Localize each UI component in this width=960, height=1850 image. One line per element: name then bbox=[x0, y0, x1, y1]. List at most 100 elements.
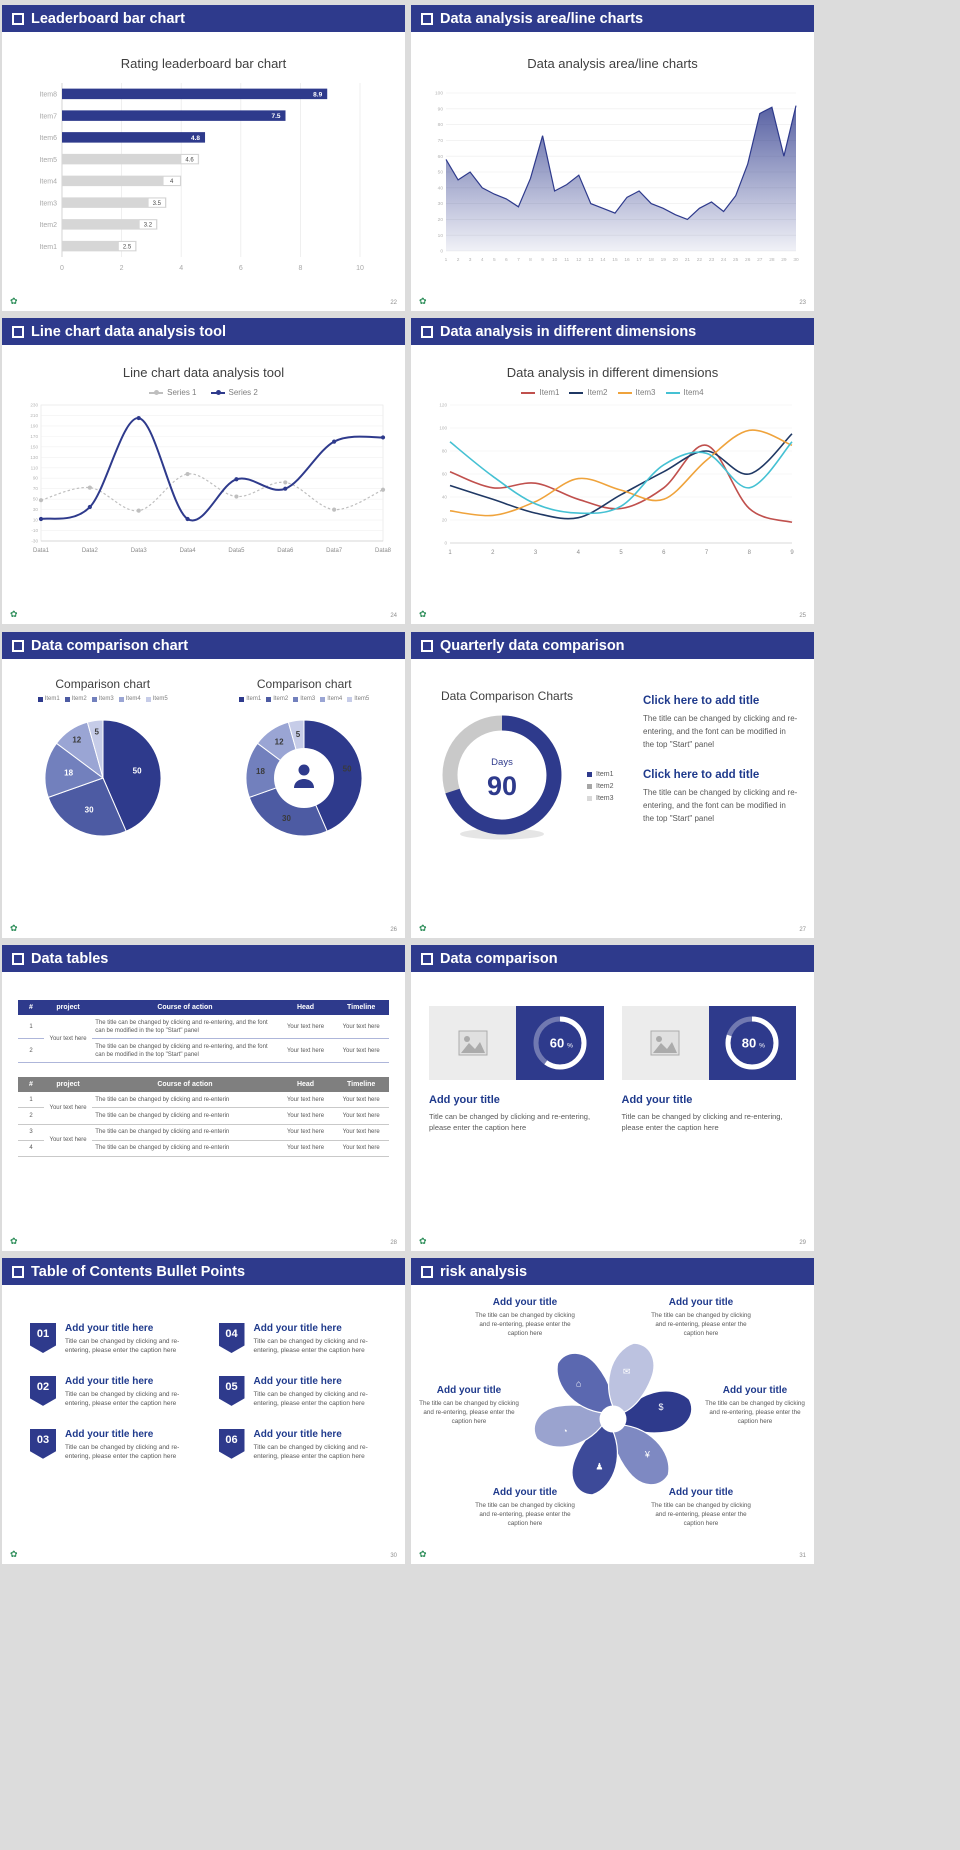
chart-title: Data Comparison Charts bbox=[440, 689, 574, 703]
chart-legend: Item1 Item2 Item3 Item4 bbox=[411, 388, 814, 397]
slide-quarterly-comparison[interactable]: Quarterly data comparison Data Compariso… bbox=[411, 632, 814, 938]
series1-marker-icon bbox=[149, 390, 164, 395]
svg-text:20: 20 bbox=[672, 257, 678, 263]
svg-text:8.9: 8.9 bbox=[313, 91, 322, 98]
svg-text:Item2: Item2 bbox=[39, 222, 57, 229]
svg-text:80: 80 bbox=[742, 1036, 756, 1051]
progress-ring-80: 80% bbox=[725, 1016, 779, 1070]
svg-text:2: 2 bbox=[456, 257, 459, 263]
column-header: project bbox=[43, 1000, 93, 1015]
pinwheel-diagram: $ ¥ ♟ ◔ ⌂ ✉ bbox=[533, 1342, 693, 1496]
svg-text:90: 90 bbox=[437, 106, 443, 112]
brand-logo-icon: ✿ bbox=[10, 1236, 18, 1246]
slide-data-comparison-cards[interactable]: Data comparison 60% Add your t bbox=[411, 945, 814, 1251]
slide-data-tables[interactable]: Data tables # project Course of action H… bbox=[2, 945, 405, 1251]
svg-text:130: 130 bbox=[30, 455, 38, 460]
svg-text:4: 4 bbox=[179, 265, 183, 272]
image-placeholder-icon bbox=[458, 1030, 488, 1056]
svg-text:8: 8 bbox=[529, 257, 532, 263]
svg-text:2.5: 2.5 bbox=[122, 244, 131, 250]
toc-item: 03 Add your title here Title can be chan… bbox=[30, 1428, 189, 1462]
column-header: # bbox=[18, 1000, 44, 1015]
svg-text:30: 30 bbox=[793, 257, 799, 263]
svg-text:Item5: Item5 bbox=[39, 157, 57, 164]
svg-text:23: 23 bbox=[708, 257, 714, 263]
item1-marker-icon bbox=[521, 391, 536, 394]
chart-title: Comparison chart bbox=[256, 677, 352, 691]
svg-text:18: 18 bbox=[256, 767, 265, 776]
slide-dimensions-line-chart[interactable]: Data analysis in different dimensions Da… bbox=[411, 318, 814, 624]
svg-text:20: 20 bbox=[441, 518, 447, 523]
slide-header-title: Data comparison chart bbox=[31, 637, 189, 654]
text-block: Click here to add title The title can be… bbox=[643, 769, 798, 825]
svg-text:⌂: ⌂ bbox=[576, 1378, 581, 1388]
svg-text:25: 25 bbox=[732, 257, 738, 263]
svg-text:5: 5 bbox=[94, 728, 99, 737]
square-bullet-icon bbox=[12, 952, 24, 965]
svg-text:5: 5 bbox=[492, 257, 495, 263]
svg-text:Data5: Data5 bbox=[228, 548, 245, 554]
column-header: Course of action bbox=[92, 1000, 278, 1015]
svg-text:$: $ bbox=[658, 1402, 663, 1412]
donut-chart-panel: Comparison chart Item1 Item2 Item3 Item4… bbox=[204, 659, 406, 846]
svg-text:8: 8 bbox=[747, 550, 751, 556]
slide-data-comparison-chart[interactable]: Data comparison chart Comparison chart I… bbox=[2, 632, 405, 938]
brand-logo-icon: ✿ bbox=[10, 923, 18, 933]
risk-block: Add your title The title can be changed … bbox=[705, 1385, 805, 1426]
svg-text:21: 21 bbox=[684, 257, 690, 263]
svg-text:50: 50 bbox=[437, 170, 443, 176]
svg-text:♟: ♟ bbox=[595, 1462, 603, 1472]
column-header: Head bbox=[277, 1000, 334, 1015]
slide-risk-analysis[interactable]: risk analysis $ ¥ ♟ ◔ ⌂ ✉ Add your title The … bbox=[411, 1258, 814, 1564]
legend-label: Series 1 bbox=[167, 388, 197, 397]
slide-toc-bullet-points[interactable]: Table of Contents Bullet Points 01 Add y… bbox=[2, 1258, 405, 1564]
pie-chart-panel: Comparison chart Item1 Item2 Item3 Item4… bbox=[2, 659, 204, 846]
item1-marker-icon bbox=[37, 696, 43, 702]
svg-text:90: 90 bbox=[32, 476, 38, 481]
series2-marker-icon bbox=[210, 390, 225, 395]
svg-text:Item8: Item8 bbox=[39, 92, 57, 99]
item1-marker-icon bbox=[239, 696, 245, 702]
slide-header-title: Data analysis in different dimensions bbox=[440, 323, 697, 340]
svg-text:1: 1 bbox=[448, 550, 452, 556]
chart-title: Data analysis area/line charts bbox=[527, 56, 698, 71]
svg-text:12: 12 bbox=[275, 737, 284, 746]
risk-block: Add your title The title can be changed … bbox=[475, 1297, 575, 1338]
slide-line-chart-tool[interactable]: Line chart data analysis tool Line chart… bbox=[2, 318, 405, 624]
legend-label: Item3 bbox=[635, 388, 656, 397]
svg-text:7: 7 bbox=[704, 550, 708, 556]
slide-header: Leaderboard bar chart bbox=[2, 5, 405, 32]
brand-logo-icon: ✿ bbox=[419, 1236, 427, 1246]
toc-caption: Title can be changed by clicking and re-… bbox=[253, 1338, 368, 1355]
toc-item: 04 Add your title here Title can be chan… bbox=[218, 1323, 378, 1356]
svg-text:Data4: Data4 bbox=[179, 548, 196, 554]
toc-title: Add your title here bbox=[253, 1375, 342, 1387]
toc-caption: Title can be changed by clicking and re-… bbox=[65, 1443, 180, 1461]
toc-title: Add your title here bbox=[65, 1428, 154, 1440]
svg-text:15: 15 bbox=[612, 257, 618, 263]
svg-text:2: 2 bbox=[119, 265, 123, 272]
page-number: 30 bbox=[390, 1553, 397, 1559]
risk-block: Add your title The title can be changed … bbox=[651, 1487, 751, 1528]
svg-text:50: 50 bbox=[132, 767, 141, 776]
chart-legend: Item1 Item2 Item3 Item4 Item5 bbox=[204, 696, 406, 702]
slide-header: Quarterly data comparison bbox=[411, 632, 814, 659]
square-bullet-icon bbox=[12, 1265, 24, 1278]
toc-caption: Title can be changed by clicking and re-… bbox=[65, 1390, 180, 1408]
slide-area-line-charts[interactable]: Data analysis area/line charts Data anal… bbox=[411, 5, 814, 311]
slide-leaderboard-bar-chart[interactable]: Leaderboard bar chart Rating leaderboard… bbox=[2, 5, 405, 311]
svg-text:22: 22 bbox=[696, 257, 702, 263]
svg-text:50: 50 bbox=[32, 497, 38, 502]
svg-text:Item3: Item3 bbox=[39, 200, 57, 207]
number-badge: 03 bbox=[30, 1428, 56, 1459]
square-bullet-icon bbox=[421, 12, 433, 25]
table-row: 3 Your text here The title can be change… bbox=[18, 1124, 389, 1157]
legend-label: Item4 bbox=[683, 388, 704, 397]
risk-block: Add your title The title can be changed … bbox=[419, 1385, 519, 1426]
svg-text:30: 30 bbox=[282, 814, 291, 823]
item4-marker-icon bbox=[665, 391, 680, 394]
svg-text:Data3: Data3 bbox=[130, 548, 147, 554]
legend-label: Item2 bbox=[587, 388, 608, 397]
item3-marker-icon bbox=[91, 696, 97, 702]
